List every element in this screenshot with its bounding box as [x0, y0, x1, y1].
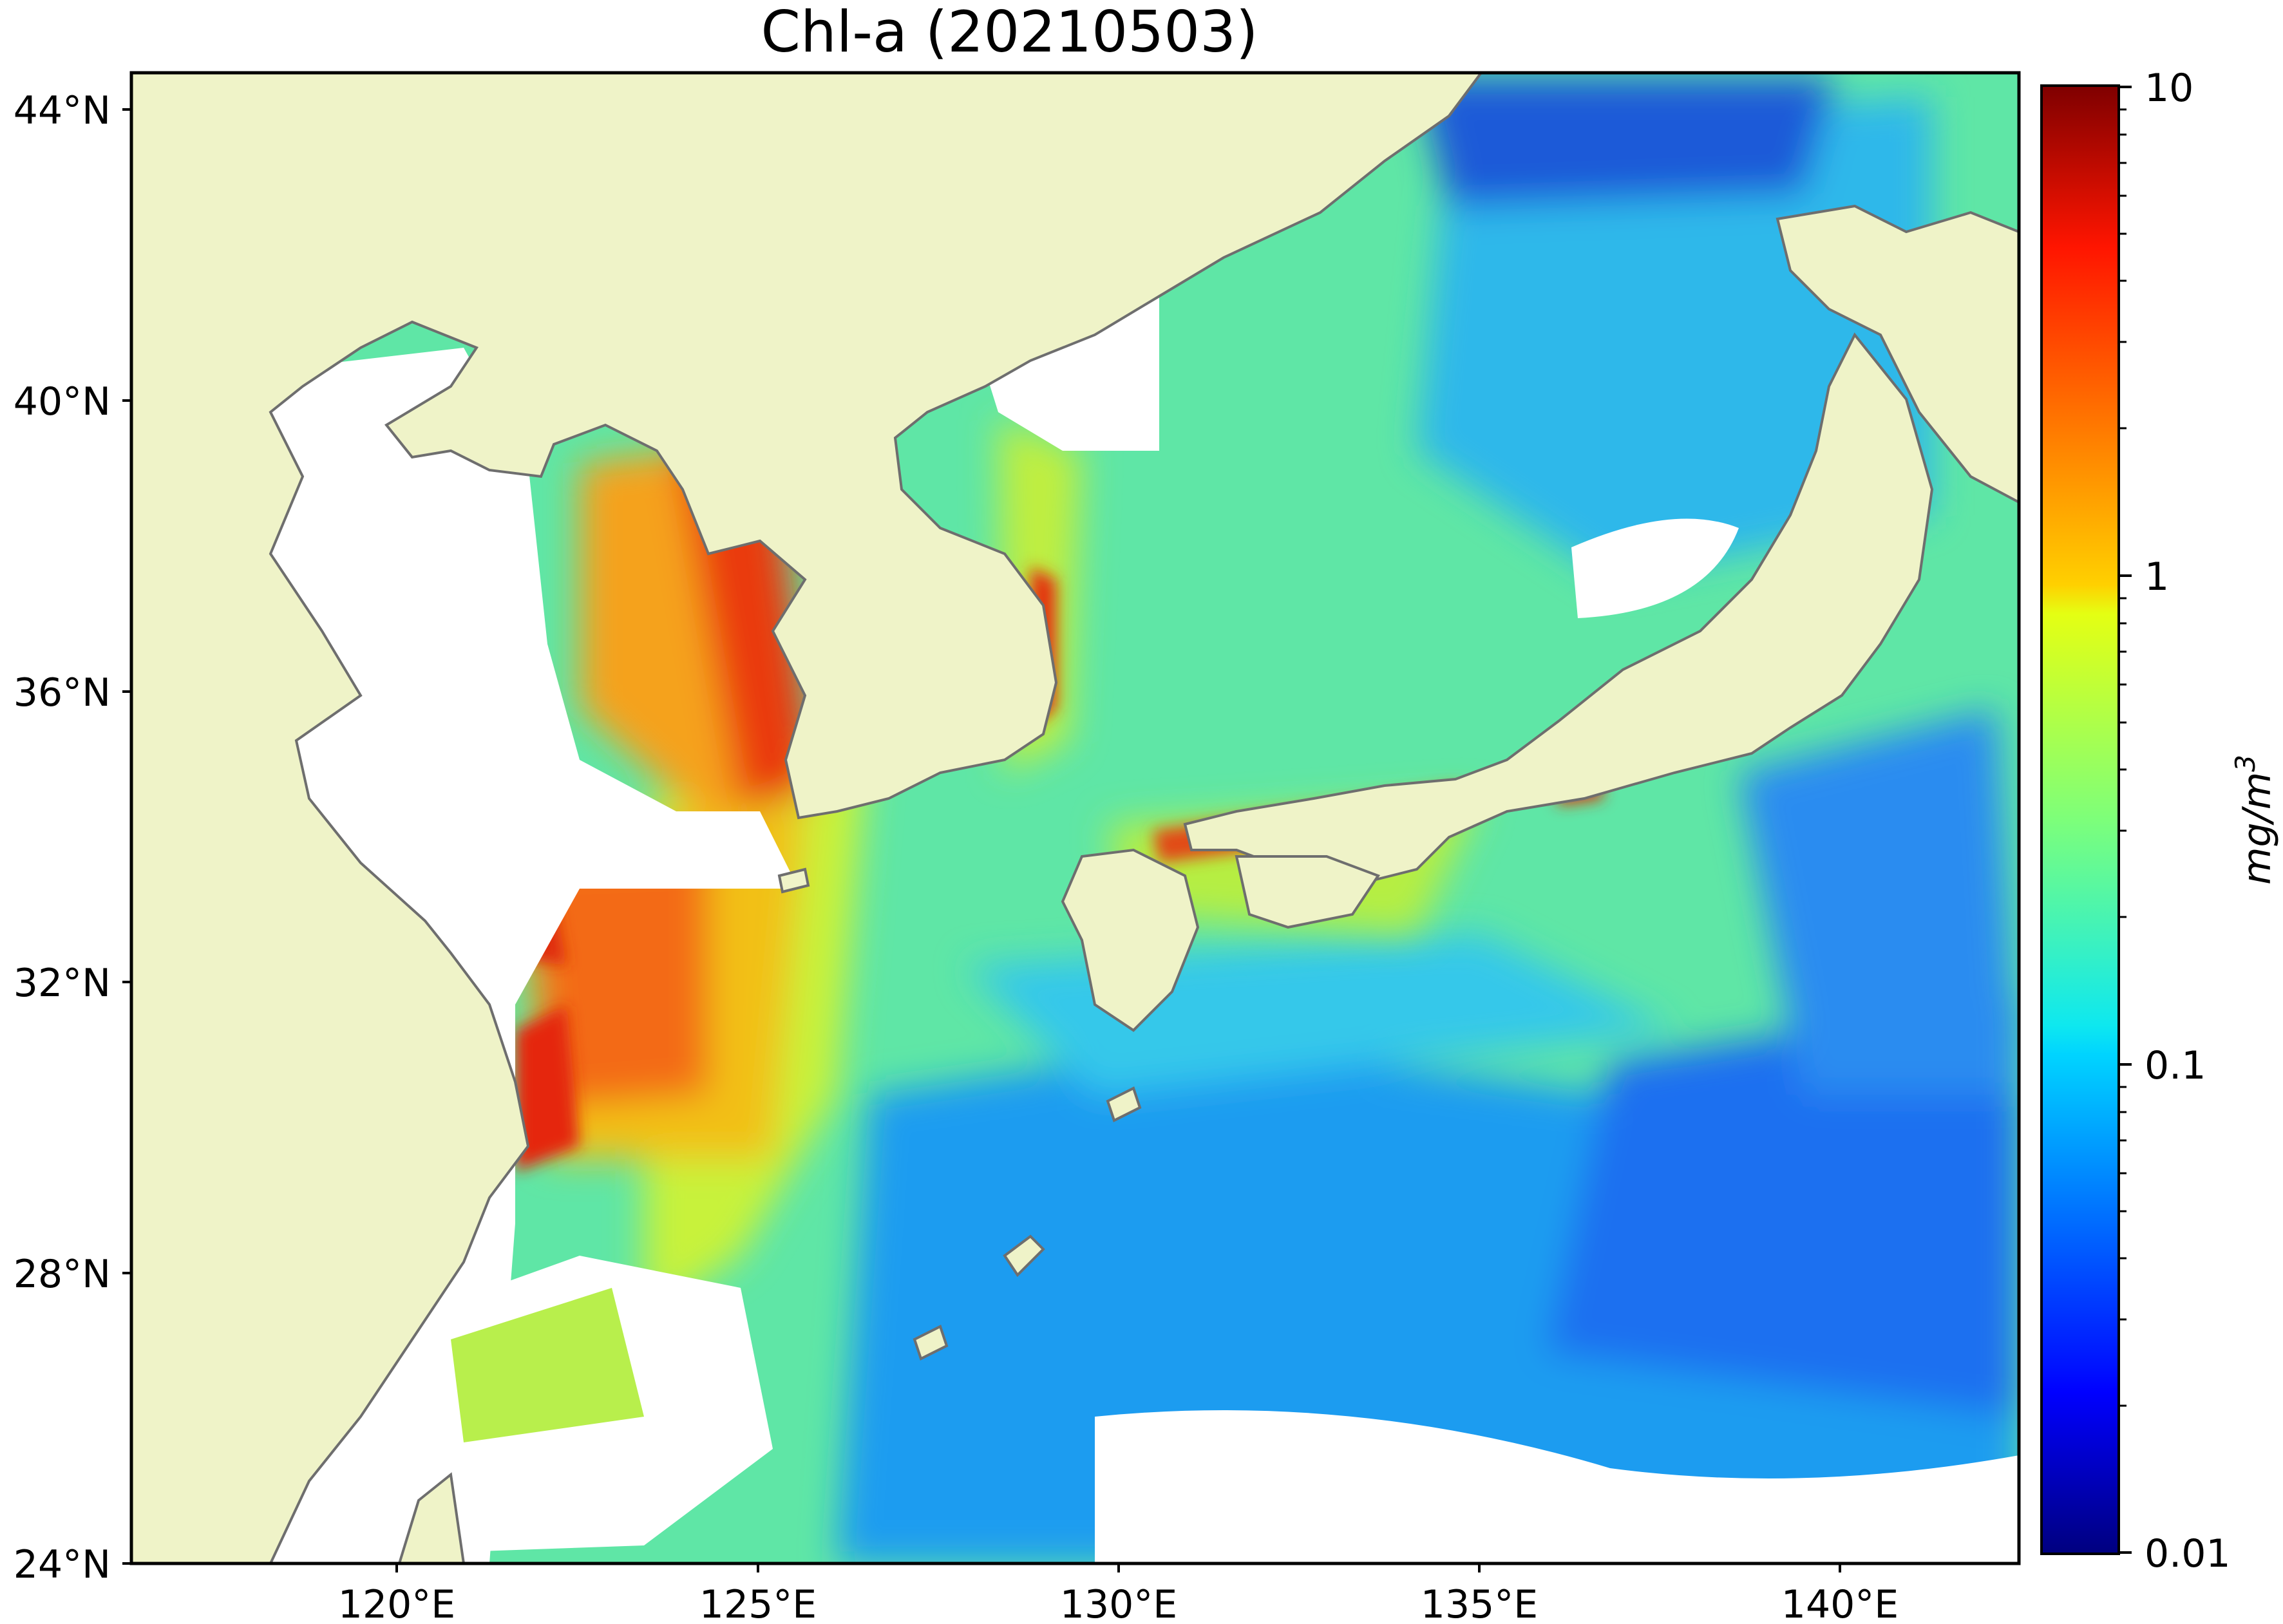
colorbar-unit: mg/m3: [2230, 755, 2280, 885]
lon-tick-labels: 120°E 125°E 130°E 135°E 140°E: [338, 1582, 1899, 1624]
lon-label: 140°E: [1781, 1582, 1899, 1624]
map-title: Chl-a (20210503): [761, 0, 1258, 65]
map-frame: [129, 71, 2021, 1565]
colorbar-tick-labels: 10 1 0.1 0.01: [2145, 66, 2231, 1576]
lat-label: 36°N: [14, 670, 111, 715]
colorbar-unit-text: mg/m: [2235, 772, 2280, 885]
colorbar-unit-exponent: 3: [2230, 755, 2261, 772]
colorbar-label: 10: [2145, 66, 2193, 111]
lat-label: 44°N: [14, 88, 111, 133]
lat-label: 24°N: [14, 1542, 111, 1587]
colorbar-label: 1: [2145, 554, 2169, 600]
colorbar-frame: [2040, 84, 2120, 1555]
lon-label: 120°E: [338, 1582, 455, 1624]
colorbar: [2041, 86, 2119, 1554]
colorbar-major-ticks: [2119, 86, 2132, 1554]
lat-label: 32°N: [14, 961, 111, 1006]
lon-label: 130°E: [1060, 1582, 1177, 1624]
lon-label: 125°E: [699, 1582, 817, 1624]
colorbar-label: 0.01: [2145, 1531, 2231, 1576]
lon-label: 135°E: [1421, 1582, 1538, 1624]
lat-tick-marks: [122, 108, 131, 1565]
lat-label: 28°N: [14, 1252, 111, 1297]
lon-tick-marks: [395, 1563, 1841, 1572]
lat-label: 40°N: [14, 379, 111, 424]
svg-text:mg/m3: mg/m3: [2230, 755, 2280, 885]
map-area: [131, 73, 2019, 1563]
colorbar-label: 0.1: [2145, 1043, 2206, 1088]
lat-tick-labels: 44°N 40°N 36°N 32°N 28°N 24°N: [14, 88, 111, 1587]
land-masses: [131, 73, 2019, 1563]
colorbar-minor-ticks: [2119, 108, 2127, 1407]
